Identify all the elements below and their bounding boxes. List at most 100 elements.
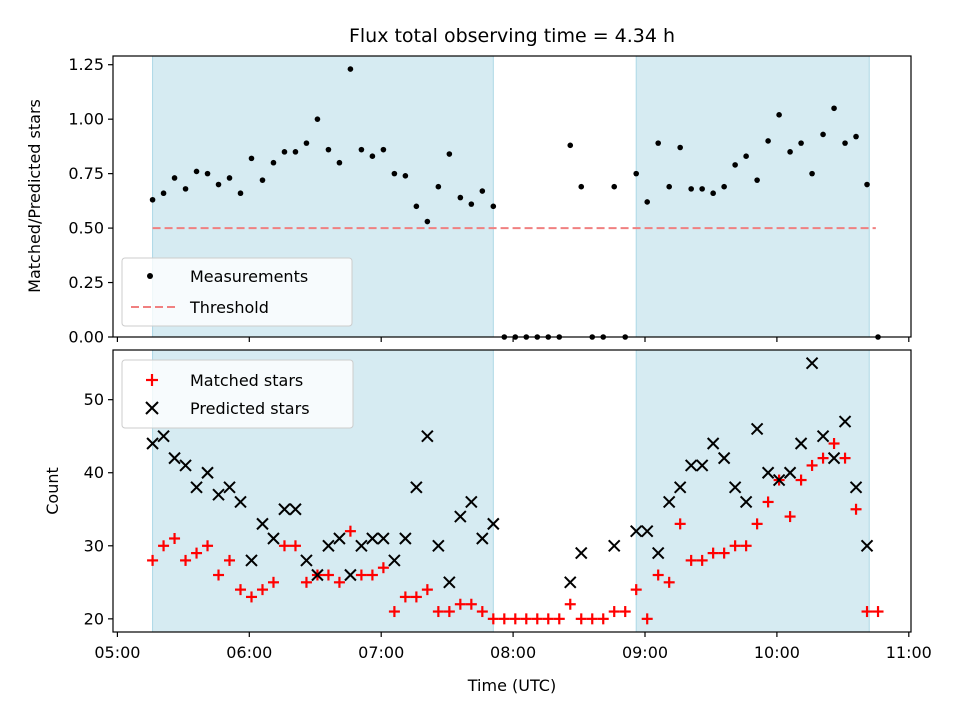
measurement-point (248, 155, 255, 162)
measurement-point (688, 186, 694, 192)
matched-star-point (410, 591, 422, 603)
measurement-point (490, 203, 497, 210)
x-tick-label: 10:00 (754, 643, 800, 662)
predicted-star-point (388, 554, 401, 567)
shaded-interval-1 (635, 55, 870, 338)
matched-star-point (652, 569, 664, 581)
measurement-point (776, 112, 782, 118)
predicted-star-point (695, 459, 709, 472)
y-tick-label: 20 (84, 609, 104, 628)
measurement-point (457, 194, 464, 201)
measurement-point (798, 140, 804, 146)
x-tick-label: 11:00 (886, 643, 932, 662)
measurement-point (644, 199, 650, 205)
predicted-star-point (300, 554, 313, 567)
y-tick-label: 30 (84, 536, 104, 555)
predicted-star-point (629, 524, 643, 538)
measurement-point (215, 181, 222, 188)
top-axes-frame (112, 55, 912, 338)
x-tick-label: 08:00 (490, 643, 536, 662)
predicted-star-point (344, 568, 357, 582)
shaded-interval-1 (635, 349, 870, 633)
measurement-points (149, 66, 881, 340)
matched-star-point (674, 518, 686, 530)
predicted-star-point (838, 415, 852, 428)
matched-star-point (520, 613, 532, 625)
y-tick-label: 0.50 (68, 219, 104, 238)
matched-star-point (399, 591, 411, 603)
bottom-x-ticks: 05:00 06:00 07:00 08:00 09:00 10:00 11:00 (94, 632, 932, 662)
matched-star-point (707, 547, 719, 559)
measurement-point (160, 190, 167, 197)
matched-star-point (531, 613, 543, 625)
measurement-point (171, 175, 178, 181)
bottom-y-ticks: 20 30 40 50 (84, 390, 113, 628)
measurement-point (270, 159, 277, 166)
predicted-star-point (728, 481, 742, 494)
predicted-star-point (673, 481, 687, 494)
measurement-point (358, 146, 365, 153)
top-legend-box (121, 257, 353, 327)
measurement-point (391, 170, 398, 177)
measurement-point (567, 142, 574, 149)
matched-star-point (696, 554, 708, 566)
matched-star-point (641, 613, 653, 625)
matched-star-point (542, 613, 554, 625)
matched-star-point (278, 540, 290, 552)
predicted-star-point (706, 437, 720, 450)
bottom-legend-box (121, 359, 354, 429)
x-tick-label: 09:00 (622, 643, 668, 662)
predicted-star-point (454, 510, 467, 523)
measurement-point (468, 201, 475, 207)
predicted-star-point (212, 488, 225, 501)
matched-star-point (509, 613, 521, 625)
measurement-point (424, 218, 431, 225)
matched-star-point (553, 613, 565, 625)
measurement-point (655, 140, 661, 146)
predicted-star-point (860, 539, 874, 552)
predicted-star-point (267, 532, 280, 545)
matched-star-point (289, 540, 301, 552)
matched-star-point (751, 518, 763, 530)
legend-label-measurements: Measurements (190, 267, 308, 286)
matched-star-point (619, 606, 631, 618)
top-x-ticks (116, 337, 910, 342)
matched-star-point (344, 525, 356, 537)
predicted-star-points (146, 356, 874, 589)
predicted-star-point (816, 430, 830, 443)
bottom-panel: 20 30 40 50 05:00 06:00 07:00 08:00 09:00 10:00 1… (43, 349, 932, 695)
measurement-point (226, 175, 233, 181)
measurement-point (281, 149, 288, 155)
legend-label-matched: Matched stars (190, 371, 303, 390)
measurement-point (666, 183, 672, 190)
measurement-point (820, 131, 826, 138)
measurement-point (611, 183, 618, 190)
predicted-star-point (421, 430, 434, 443)
matched-star-point (476, 606, 488, 618)
legend-label-threshold: Threshold (189, 298, 269, 317)
legend-marker-measurements (147, 273, 153, 279)
x-axis-label: Time (UTC) (467, 676, 556, 695)
measurement-point (787, 149, 793, 155)
measurement-point (721, 183, 727, 190)
predicted-star-point (750, 422, 764, 436)
matched-star-point (191, 547, 203, 559)
predicted-star-point (487, 517, 500, 531)
predicted-star-point (223, 481, 236, 494)
measurement-point (237, 190, 244, 197)
predicted-star-point (608, 539, 621, 552)
predicted-star-point (256, 517, 269, 531)
measurement-point (853, 133, 859, 140)
matched-star-point (729, 540, 741, 552)
predicted-star-point (410, 481, 423, 494)
y-tick-label: 40 (84, 463, 104, 482)
matched-star-point (465, 598, 477, 610)
predicted-star-point (476, 532, 489, 545)
measurement-point (578, 183, 585, 190)
matched-star-point (608, 606, 620, 618)
matched-star-point (169, 532, 181, 544)
matched-star-point (147, 554, 159, 566)
measurement-point (182, 186, 189, 192)
measurement-point (732, 162, 738, 168)
matched-star-point (828, 438, 840, 450)
